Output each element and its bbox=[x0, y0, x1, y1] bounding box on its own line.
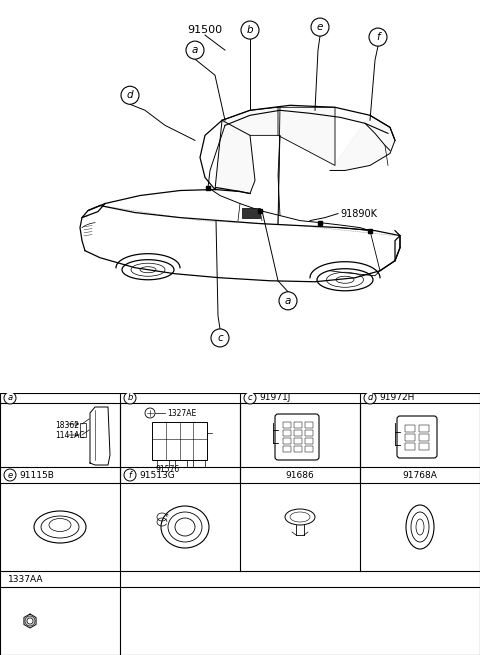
Text: 1337AA: 1337AA bbox=[8, 574, 44, 584]
Polygon shape bbox=[330, 115, 395, 170]
Bar bbox=[405, 434, 415, 441]
Bar bbox=[305, 446, 313, 452]
Bar bbox=[294, 422, 302, 428]
Text: d: d bbox=[367, 394, 372, 403]
Circle shape bbox=[244, 392, 256, 404]
Text: e: e bbox=[7, 470, 12, 479]
Bar bbox=[294, 430, 302, 436]
Text: 91971J: 91971J bbox=[259, 394, 290, 403]
Bar bbox=[294, 438, 302, 444]
Circle shape bbox=[124, 469, 136, 481]
Text: a: a bbox=[285, 296, 291, 306]
Bar bbox=[283, 422, 291, 428]
Bar bbox=[405, 425, 415, 432]
Circle shape bbox=[121, 86, 139, 104]
Bar bbox=[152, 422, 207, 460]
Text: d: d bbox=[127, 90, 133, 100]
Bar bbox=[305, 438, 313, 444]
Text: 18362: 18362 bbox=[55, 421, 79, 430]
Text: 91890K: 91890K bbox=[340, 208, 377, 219]
Bar bbox=[175, 460, 187, 467]
Bar bbox=[419, 443, 429, 450]
Bar bbox=[405, 443, 415, 450]
Bar bbox=[283, 438, 291, 444]
Text: 91686: 91686 bbox=[286, 470, 314, 479]
Text: c: c bbox=[217, 333, 223, 343]
Circle shape bbox=[4, 392, 16, 404]
Bar bbox=[294, 446, 302, 452]
Circle shape bbox=[4, 469, 16, 481]
Text: 91972H: 91972H bbox=[379, 394, 414, 403]
Bar bbox=[305, 422, 313, 428]
Bar bbox=[305, 430, 313, 436]
Text: a: a bbox=[7, 394, 12, 403]
Text: 1327AE: 1327AE bbox=[167, 409, 196, 417]
Circle shape bbox=[186, 41, 204, 59]
Text: f: f bbox=[376, 32, 380, 42]
Circle shape bbox=[27, 618, 33, 624]
Bar bbox=[419, 425, 429, 432]
Bar bbox=[283, 446, 291, 452]
Text: 91115B: 91115B bbox=[19, 470, 54, 479]
Text: 91768A: 91768A bbox=[403, 470, 437, 479]
Circle shape bbox=[241, 21, 259, 39]
Polygon shape bbox=[278, 107, 335, 166]
Circle shape bbox=[364, 392, 376, 404]
Bar bbox=[80, 423, 86, 437]
Text: 1141AC: 1141AC bbox=[55, 432, 84, 441]
Circle shape bbox=[211, 329, 229, 347]
Bar bbox=[157, 460, 169, 467]
Circle shape bbox=[279, 291, 297, 310]
Polygon shape bbox=[222, 107, 278, 136]
Circle shape bbox=[311, 18, 329, 36]
Text: 91500: 91500 bbox=[187, 25, 223, 35]
Bar bbox=[283, 430, 291, 436]
Circle shape bbox=[369, 28, 387, 46]
Text: 91513G: 91513G bbox=[139, 470, 175, 479]
Text: e: e bbox=[317, 22, 323, 32]
Text: f: f bbox=[129, 470, 132, 479]
Text: a: a bbox=[192, 45, 198, 55]
Text: c: c bbox=[248, 394, 252, 403]
Circle shape bbox=[124, 392, 136, 404]
Bar bbox=[193, 460, 205, 467]
Text: b: b bbox=[247, 25, 253, 35]
Bar bbox=[242, 208, 260, 217]
Text: 91576: 91576 bbox=[156, 466, 180, 474]
Polygon shape bbox=[24, 614, 36, 628]
Polygon shape bbox=[215, 121, 255, 193]
Text: b: b bbox=[127, 394, 132, 403]
Bar bbox=[419, 434, 429, 441]
